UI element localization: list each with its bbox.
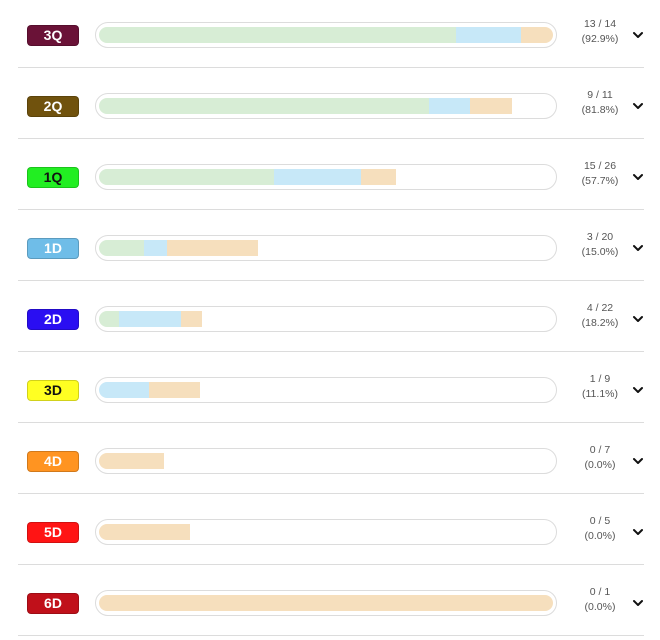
progress-stats: 4 / 22 (18.2%) — [565, 301, 635, 331]
chevron-down-icon[interactable] — [631, 28, 645, 42]
progress-percent: (11.1%) — [582, 388, 618, 400]
progress-stats: 9 / 11 (81.8%) — [565, 88, 635, 118]
progress-segment-2 — [360, 169, 396, 185]
progress-fill — [99, 27, 553, 43]
progress-count: 15 / 26 — [583, 160, 617, 172]
rank-badge: 1D — [27, 238, 79, 259]
rank-badge: 5D — [27, 522, 79, 543]
chevron-down-icon[interactable] — [631, 312, 645, 326]
chevron-down-icon[interactable] — [631, 383, 645, 397]
rank-row[interactable]: 2D 4 / 22 (18.2%) — [18, 281, 644, 352]
progress-segment-1 — [455, 27, 521, 43]
rank-badge: 1Q — [27, 167, 79, 188]
progress-fill — [99, 240, 553, 256]
progress-segment-2 — [470, 98, 512, 114]
chevron-down-icon[interactable] — [631, 596, 645, 610]
progress-segment-0 — [99, 240, 145, 256]
progress-bar — [95, 22, 557, 48]
progress-percent: (0.0%) — [584, 601, 616, 613]
progress-fill — [99, 382, 553, 398]
progress-segment-2 — [181, 311, 202, 327]
rank-row[interactable]: 1Q 15 / 26 (57.7%) — [18, 139, 644, 210]
rank-row[interactable]: 3Q 13 / 14 (92.9%) — [18, 0, 644, 68]
progress-segment-1 — [119, 311, 182, 327]
chevron-down-icon[interactable] — [631, 454, 645, 468]
progress-segment-2 — [149, 382, 200, 398]
progress-percent: (57.7%) — [581, 175, 619, 187]
rank-badge: 6D — [27, 593, 79, 614]
progress-stats: 1 / 9 (11.1%) — [565, 372, 635, 402]
progress-count: 0 / 1 — [589, 586, 611, 598]
rank-row[interactable]: 1D 3 / 20 (15.0%) — [18, 210, 644, 281]
progress-fill — [99, 524, 553, 540]
rank-badge: 3Q — [27, 25, 79, 46]
progress-segment-2 — [99, 453, 164, 469]
rank-row[interactable]: 6D 0 / 1 (0.0%) — [18, 565, 644, 636]
progress-segment-2 — [167, 240, 258, 256]
progress-percent: (15.0%) — [581, 246, 619, 258]
progress-bar — [95, 164, 557, 190]
rank-row[interactable]: 5D 0 / 5 (0.0%) — [18, 494, 644, 565]
progress-segment-1 — [99, 382, 150, 398]
progress-stats: 0 / 7 (0.0%) — [565, 443, 635, 473]
progress-segment-0 — [99, 169, 274, 185]
progress-stats: 15 / 26 (57.7%) — [565, 159, 635, 189]
progress-segment-2 — [520, 27, 553, 43]
progress-segment-2 — [99, 524, 190, 540]
progress-bar — [95, 93, 557, 119]
progress-count: 3 / 20 — [586, 231, 614, 243]
progress-count: 13 / 14 — [583, 18, 617, 30]
progress-segment-2 — [99, 595, 553, 611]
rank-badge: 2Q — [27, 96, 79, 117]
progress-stats: 3 / 20 (15.0%) — [565, 230, 635, 260]
progress-count: 0 / 7 — [589, 444, 611, 456]
progress-bar — [95, 306, 557, 332]
rank-row[interactable]: 2Q 9 / 11 (81.8%) — [18, 68, 644, 139]
rank-row[interactable]: 4D 0 / 7 (0.0%) — [18, 423, 644, 494]
progress-fill — [99, 453, 553, 469]
rank-badge: 4D — [27, 451, 79, 472]
progress-segment-1 — [144, 240, 168, 256]
progress-percent: (18.2%) — [581, 317, 619, 329]
progress-fill — [99, 98, 553, 114]
progress-bar — [95, 448, 557, 474]
progress-percent: (0.0%) — [584, 459, 616, 471]
progress-fill — [99, 311, 553, 327]
progress-percent: (92.9%) — [581, 33, 619, 45]
chevron-down-icon[interactable] — [631, 525, 645, 539]
progress-segment-0 — [99, 311, 120, 327]
progress-count: 9 / 11 — [587, 89, 613, 101]
progress-fill — [99, 169, 553, 185]
progress-segment-1 — [273, 169, 361, 185]
progress-bar — [95, 590, 557, 616]
progress-percent: (81.8%) — [581, 104, 619, 116]
chevron-down-icon[interactable] — [631, 170, 645, 184]
rank-badge: 3D — [27, 380, 79, 401]
progress-segment-0 — [99, 98, 430, 114]
progress-count: 4 / 22 — [586, 302, 614, 314]
progress-bar — [95, 377, 557, 403]
progress-stats: 0 / 5 (0.0%) — [565, 514, 635, 544]
progress-bar — [95, 519, 557, 545]
progress-stats: 13 / 14 (92.9%) — [565, 17, 635, 47]
progress-segment-0 — [99, 27, 456, 43]
progress-bar — [95, 235, 557, 261]
progress-stats: 0 / 1 (0.0%) — [565, 585, 635, 615]
progress-percent: (0.0%) — [584, 530, 616, 542]
rank-row[interactable]: 3D 1 / 9 (11.1%) — [18, 352, 644, 423]
chevron-down-icon[interactable] — [631, 99, 645, 113]
progress-fill — [99, 595, 553, 611]
progress-count: 0 / 5 — [589, 515, 611, 527]
chevron-down-icon[interactable] — [631, 241, 645, 255]
progress-segment-1 — [429, 98, 471, 114]
rank-badge: 2D — [27, 309, 79, 330]
progress-count: 1 / 9 — [589, 373, 611, 385]
